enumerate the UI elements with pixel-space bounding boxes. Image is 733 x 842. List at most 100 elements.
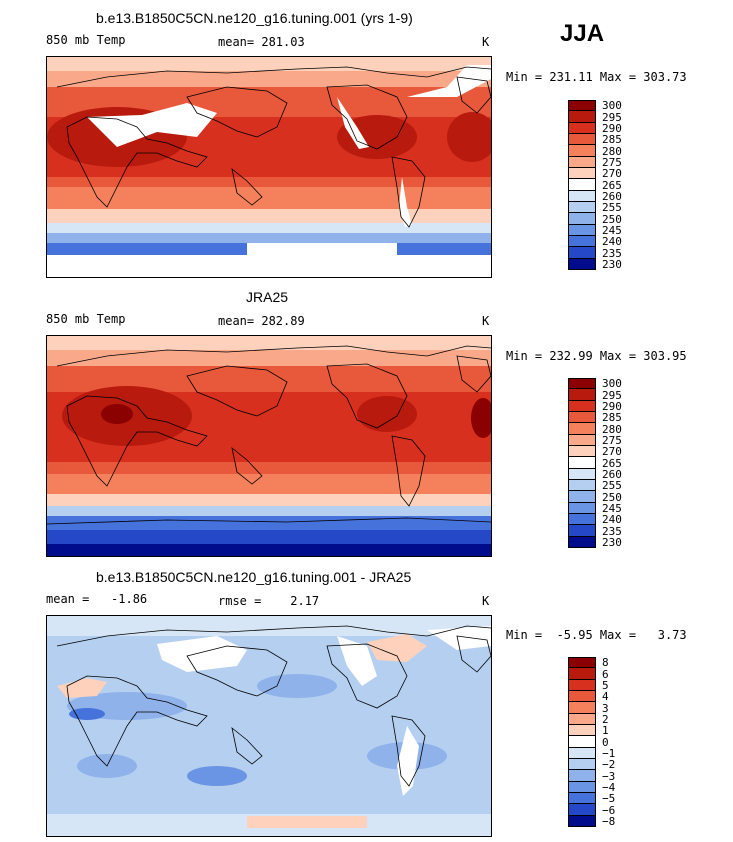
colorbar-label: −4 — [602, 780, 616, 794]
colorbar-label: 2 — [602, 712, 609, 726]
colorbar-swatch — [568, 190, 596, 202]
colorbar-swatch — [568, 536, 596, 548]
colorbar-swatch — [568, 224, 596, 236]
colorbar-swatch — [568, 747, 596, 759]
panel-1-title: b.e13.B1850C5CN.ne120_g16.tuning.001 (yr… — [96, 10, 413, 26]
colorbar-swatch — [568, 168, 596, 180]
colorbar-label: 255 — [602, 479, 622, 493]
colorbar-label: 3 — [602, 701, 609, 715]
colorbar-swatch — [568, 525, 596, 537]
colorbar-swatch — [568, 134, 596, 146]
colorbar-label: 240 — [602, 235, 622, 249]
panel-2-field — [47, 336, 491, 556]
colorbar-label: 230 — [602, 535, 622, 549]
colorbar-swatch — [568, 804, 596, 816]
colorbar-label: 8 — [602, 656, 609, 670]
colorbar-label: −6 — [602, 803, 616, 817]
colorbar-swatch — [568, 514, 596, 526]
colorbar-swatch — [568, 725, 596, 737]
colorbar-label: 5 — [602, 678, 609, 692]
colorbar-swatch — [568, 781, 596, 793]
panel-2-title: JRA25 — [246, 289, 289, 305]
colorbar-swatch — [568, 213, 596, 225]
panel-3-map — [46, 615, 492, 837]
colorbar-label: 270 — [602, 167, 622, 181]
panel-2-map — [46, 335, 492, 557]
colorbar-swatch — [568, 713, 596, 725]
panel-1-minmax-label: Min = 231.11 Max = 303.73 — [506, 70, 687, 84]
colorbar-label: 280 — [602, 144, 622, 158]
colorbar-label: 300 — [602, 377, 622, 391]
colorbar-label: 245 — [602, 223, 622, 237]
colorbar-swatch — [568, 815, 596, 827]
colorbar-swatch — [568, 468, 596, 480]
colorbar-label: 255 — [602, 201, 622, 215]
panel-3-units-label: K — [482, 594, 490, 608]
panel-1-variable-label: 850 mb Temp — [46, 33, 126, 47]
colorbar-swatch — [568, 378, 596, 390]
colorbar-label: −1 — [602, 746, 616, 760]
colorbar-swatch — [568, 145, 596, 157]
colorbar-swatch — [568, 179, 596, 191]
panel-1-map — [46, 56, 492, 278]
colorbar-label: 285 — [602, 411, 622, 425]
panel-2-variable-label: 850 mb Temp — [46, 312, 126, 326]
colorbar-swatch — [568, 100, 596, 112]
colorbar-label: 275 — [602, 433, 622, 447]
colorbar-swatch — [568, 691, 596, 703]
colorbar-swatch — [568, 446, 596, 458]
colorbar-label: 265 — [602, 178, 622, 192]
colorbar-label: 270 — [602, 445, 622, 459]
colorbar-swatch — [568, 480, 596, 492]
colorbar-label: 290 — [602, 121, 622, 135]
colorbar-label: 285 — [602, 133, 622, 147]
panel-2-minmax-label: Min = 232.99 Max = 303.95 — [506, 349, 687, 363]
panel-3-colorbar: 8 6 5 4 3 2 1 0 −1 −2 −3 −4 −5 −6 −8 — [568, 657, 615, 827]
colorbar-label: 265 — [602, 456, 622, 470]
colorbar-label: 245 — [602, 501, 622, 515]
colorbar-label: 6 — [602, 667, 609, 681]
panel-3-coastlines — [56, 625, 491, 787]
colorbar-label: 240 — [602, 513, 622, 527]
colorbar-label: 280 — [602, 422, 622, 436]
colorbar-swatch — [568, 491, 596, 503]
colorbar-swatch — [568, 759, 596, 771]
colorbar-swatch — [568, 679, 596, 691]
colorbar-swatch — [568, 400, 596, 412]
colorbar-swatch — [568, 202, 596, 214]
colorbar-label: 250 — [602, 490, 622, 504]
panel-1-units-label: K — [482, 35, 490, 49]
colorbar-label: 1 — [602, 724, 609, 738]
panel-2-mean-label: mean= 282.89 — [218, 314, 305, 328]
colorbar-swatch — [568, 412, 596, 424]
colorbar-swatch — [568, 389, 596, 401]
colorbar-label: 250 — [602, 212, 622, 226]
panel-3-minmax-label: Min = -5.95 Max = 3.73 — [506, 628, 687, 642]
colorbar-label: −8 — [602, 814, 616, 828]
colorbar-label: 295 — [602, 110, 622, 124]
colorbar-swatch — [568, 247, 596, 259]
colorbar-swatch — [568, 657, 596, 669]
panel-1-coastlines — [56, 66, 491, 228]
colorbar-label: 260 — [602, 189, 622, 203]
colorbar-label: 295 — [602, 388, 622, 402]
colorbar-label: −5 — [602, 792, 616, 806]
colorbar-swatch — [568, 258, 596, 270]
colorbar-swatch — [568, 122, 596, 134]
colorbar-swatch — [568, 736, 596, 748]
panel-1-field — [47, 57, 491, 277]
colorbar-swatch — [568, 702, 596, 714]
colorbar-swatch — [568, 236, 596, 248]
panel-1-mean-label: mean= 281.03 — [218, 35, 305, 49]
colorbar-label: −2 — [602, 758, 616, 772]
colorbar-swatch — [568, 668, 596, 680]
season-label: JJA — [560, 20, 605, 47]
panel-3-field — [47, 616, 491, 836]
panel-3-title: b.e13.B1850C5CN.ne120_g16.tuning.001 - J… — [96, 569, 412, 585]
panel-1-colorbar: 300 295 290 285 280 275 270 265 260 255 250 245 240 2… — [568, 100, 622, 270]
colorbar-swatch — [568, 457, 596, 469]
panel-2-units-label: K — [482, 314, 490, 328]
colorbar-swatch — [568, 434, 596, 446]
colorbar-label: 290 — [602, 399, 622, 413]
colorbar-label: 4 — [602, 690, 609, 704]
